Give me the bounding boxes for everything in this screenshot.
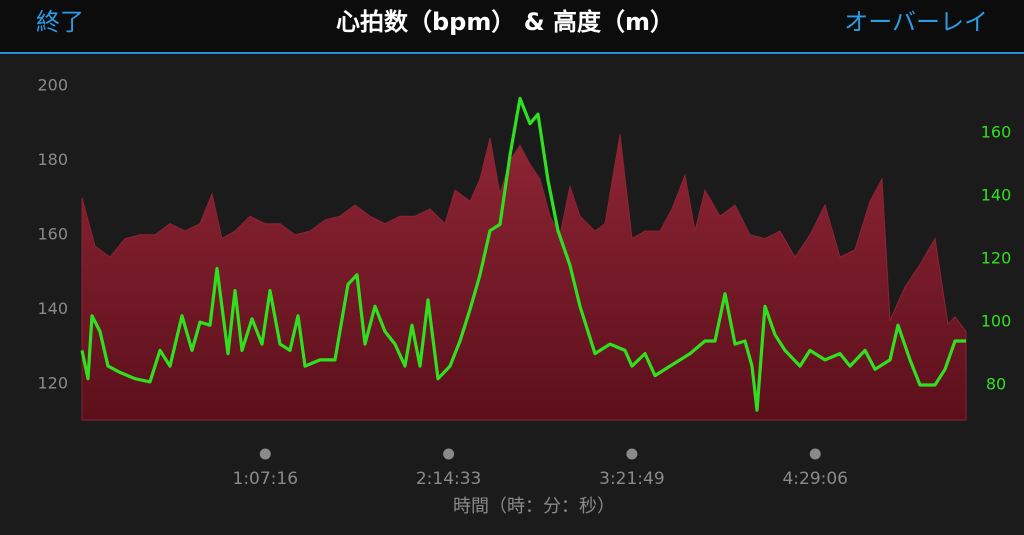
y-tick-label: 200 [37,75,68,94]
y-tick-label: 120 [37,373,68,392]
y-tick-label: 160 [37,224,68,243]
overlay-button[interactable]: オーバーレイ [844,8,988,36]
x-tick-dot [259,448,271,460]
x-tick-dot [809,448,821,460]
y2-tick-label: 80 [986,375,1006,394]
x-tick-label: 4:29:06 [782,469,848,489]
header-bar [0,0,1024,52]
y2-tick-label: 120 [981,249,1012,268]
x-tick-label: 3:21:49 [599,469,665,489]
x-tick-dot [626,448,638,460]
x-tick-dot [443,448,455,460]
y-tick-label: 180 [37,150,68,169]
y2-tick-label: 140 [981,186,1012,205]
x-tick-label: 2:14:33 [416,469,482,489]
y2-tick-label: 160 [981,123,1012,142]
x-tick-label: 1:07:16 [233,469,299,489]
altitude-line [80,96,966,412]
chart-title: 心拍数（bpm） & 高度（m） [336,8,674,36]
done-button[interactable]: 終了 [36,8,84,36]
x-axis-title: 時間（時：分：秒） [453,496,615,517]
y-tick-label: 140 [37,299,68,318]
y2-tick-label: 100 [981,312,1012,331]
